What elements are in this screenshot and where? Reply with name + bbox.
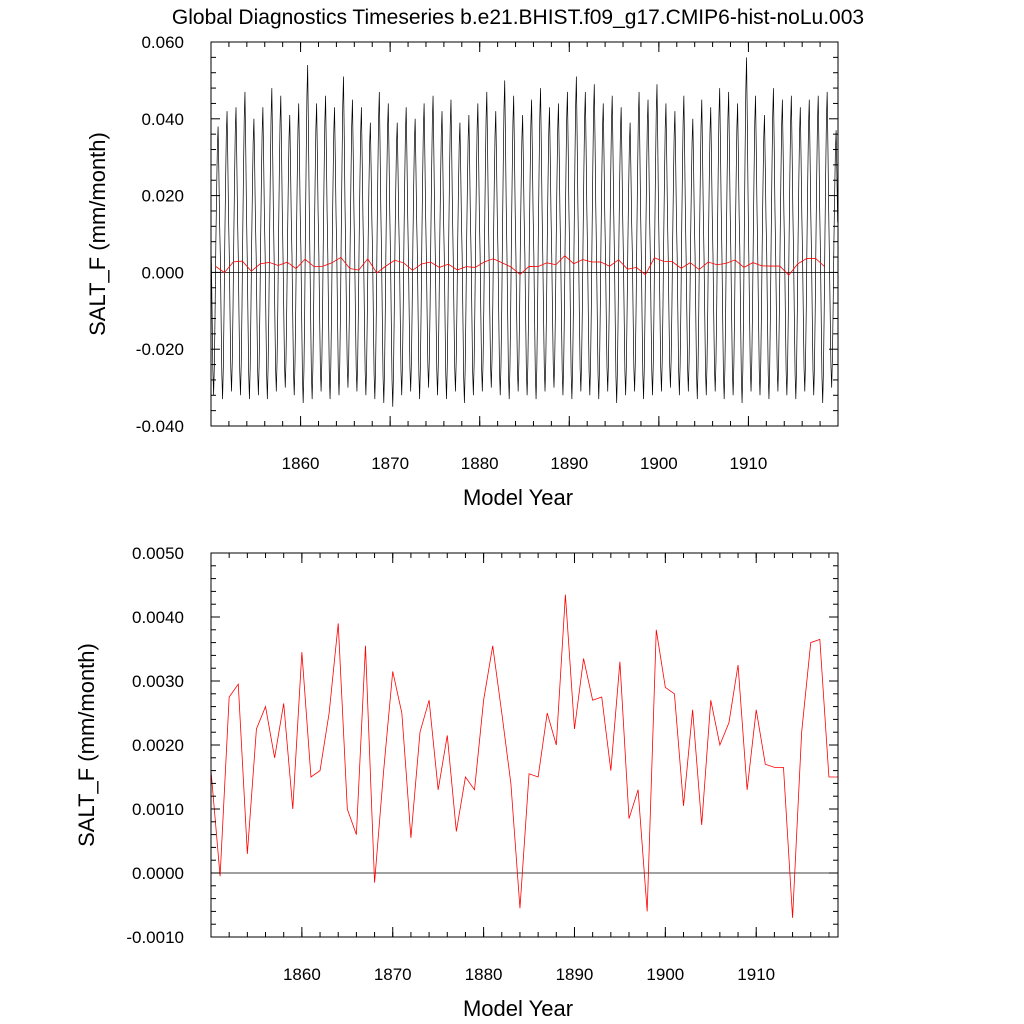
bottom-y-tick-label: 0.0010 [132, 800, 184, 819]
top-y-tick-label: 0.000 [141, 263, 184, 282]
bottom-annual-series [210, 594, 838, 918]
top-monthly-line [211, 57, 838, 407]
bottom-x-axis: 1860 1870 1880 1890 1900 1910 [210, 553, 830, 984]
top-panel: -0.040 -0.020 0.000 0.020 0.040 0.060 1860 187… [85, 33, 839, 510]
top-x-tick-label: 1900 [640, 454, 678, 473]
bottom-y-tick-label: 0.0000 [132, 864, 184, 883]
bottom-x-tick-label: 1890 [556, 965, 594, 984]
top-x-tick-label: 1880 [461, 454, 499, 473]
top-y-tick-label: 0.060 [141, 33, 184, 52]
top-y-tick-label: 0.040 [141, 110, 184, 129]
bottom-x-tick-label: 1880 [465, 965, 503, 984]
bottom-x-axis-label: Model Year [463, 996, 573, 1021]
top-annual-line [215, 255, 825, 276]
top-monthly-series [211, 57, 838, 407]
bottom-y-tick-label: -0.0010 [126, 928, 184, 947]
top-x-tick-label: 1870 [371, 454, 409, 473]
bottom-y-tick-label: 0.0030 [132, 672, 184, 691]
bottom-annual-line [210, 594, 838, 918]
top-y-tick-label: -0.020 [136, 340, 184, 359]
top-x-axis: 1860 1870 1880 1890 1900 1910 [210, 42, 839, 473]
bottom-y-tick-label: 0.0020 [132, 736, 184, 755]
top-y-tick-label: -0.040 [136, 417, 184, 436]
bottom-x-tick-label: 1860 [283, 965, 321, 984]
bottom-y-axis-label: SALT_F (mm/month) [74, 643, 99, 847]
top-x-tick-label: 1890 [550, 454, 588, 473]
bottom-x-tick-label: 1910 [737, 965, 775, 984]
top-annual-series [215, 255, 825, 276]
top-x-tick-label: 1910 [730, 454, 768, 473]
top-y-axis-label: SALT_F (mm/month) [85, 132, 110, 336]
figure-title: Global Diagnostics Timeseries b.e21.BHIS… [172, 6, 864, 29]
bottom-y-tick-label: 0.0040 [132, 608, 184, 627]
top-y-tick-label: 0.020 [141, 187, 184, 206]
top-x-axis-label: Model Year [463, 485, 573, 510]
top-plot-frame [210, 41, 839, 427]
bottom-x-tick-label: 1900 [646, 965, 684, 984]
bottom-panel: -0.0010 0.0000 0.0010 0.0020 0.0030 0.0040 0.0… [74, 544, 839, 1021]
bottom-x-tick-label: 1870 [374, 965, 412, 984]
top-y-axis: -0.040 -0.020 0.000 0.020 0.040 0.060 [136, 33, 838, 436]
bottom-y-tick-label: 0.0050 [132, 544, 184, 563]
bottom-y-axis: -0.0010 0.0000 0.0010 0.0020 0.0030 0.0040 0.0… [126, 544, 838, 947]
top-x-tick-label: 1860 [282, 454, 320, 473]
